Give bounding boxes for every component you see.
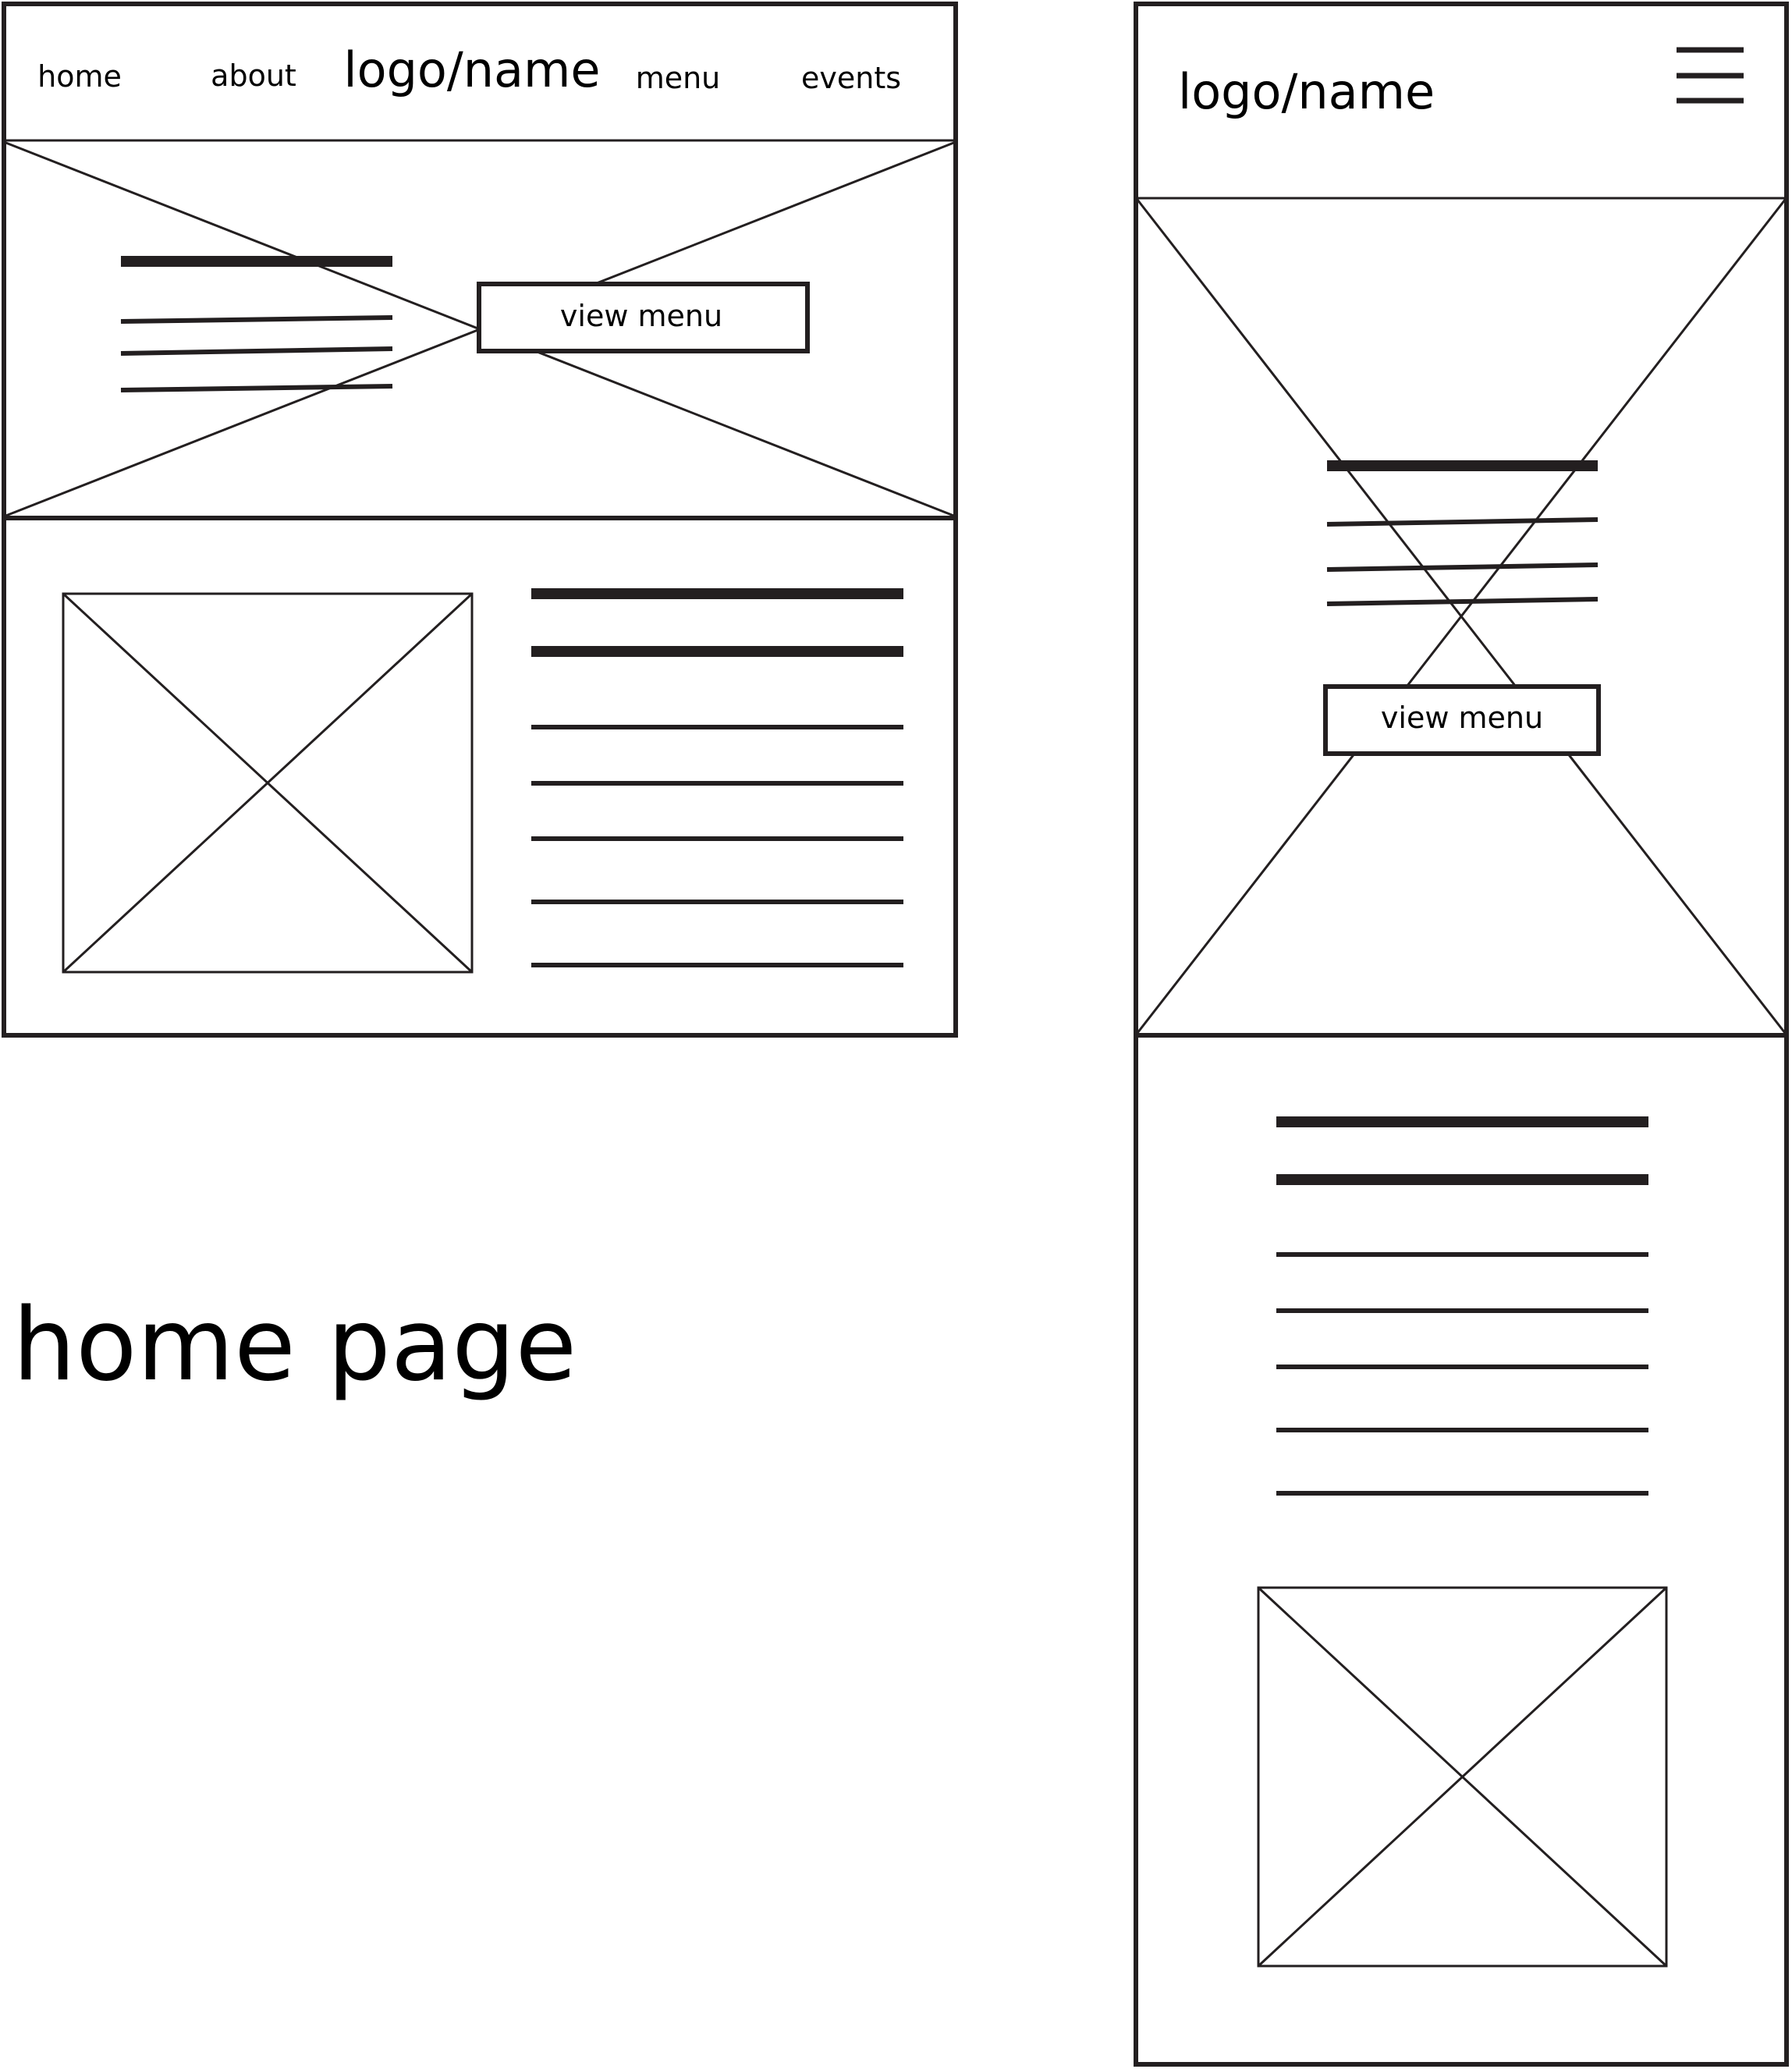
desktop-view-menu-button-border [477, 282, 810, 353]
mobile-logo[interactable]: logo/name [1178, 63, 1435, 120]
mobile-header: logo/name [1136, 47, 1787, 200]
desktop-image-diagonal-b [62, 592, 474, 974]
mobile-hero-diagonal-b [1136, 199, 1787, 1034]
mobile-view-menu-label: view menu [1381, 701, 1543, 735]
mobile-image-diagonal-b [1257, 1586, 1668, 1968]
desktop-content [62, 588, 903, 974]
mobile-hero-text-line [1326, 517, 1599, 527]
nav-menu-link[interactable]: menu [636, 61, 721, 95]
desktop-hero-text-line [120, 346, 393, 356]
desktop-logo[interactable]: logo/name [343, 41, 600, 98]
mobile-hero: view menu [1136, 199, 1787, 1038]
desktop-image-placeholder [62, 592, 474, 974]
desktop-hero-text-line [120, 384, 393, 392]
mobile-image-placeholder [1257, 1586, 1668, 1968]
mobile-content [1257, 1116, 1668, 1968]
mobile-wireframe: logo/name view menu [1134, 2, 1789, 2067]
mobile-hero-text-line [1326, 562, 1599, 572]
nav-home-link[interactable]: home [37, 59, 122, 94]
mobile-view-menu-button[interactable]: view menu [1323, 684, 1601, 756]
hamburger-icon[interactable] [1677, 47, 1744, 104]
desktop-view-menu-label: view menu [560, 299, 722, 333]
desktop-wireframe: home about logo/name menu events view me… [2, 2, 958, 1038]
mobile-hero-text-line [1326, 597, 1599, 606]
nav-about-link[interactable]: about [211, 59, 296, 93]
mobile-view-menu-button-border [1323, 684, 1601, 756]
desktop-view-menu-button[interactable]: view menu [477, 282, 810, 353]
desktop-hero: view menu [3, 140, 956, 520]
desktop-header: home about logo/name menu events [4, 41, 956, 142]
page-caption: home page [12, 1287, 577, 1404]
nav-events-link[interactable]: events [801, 61, 901, 95]
desktop-hero-text-line [120, 315, 393, 324]
